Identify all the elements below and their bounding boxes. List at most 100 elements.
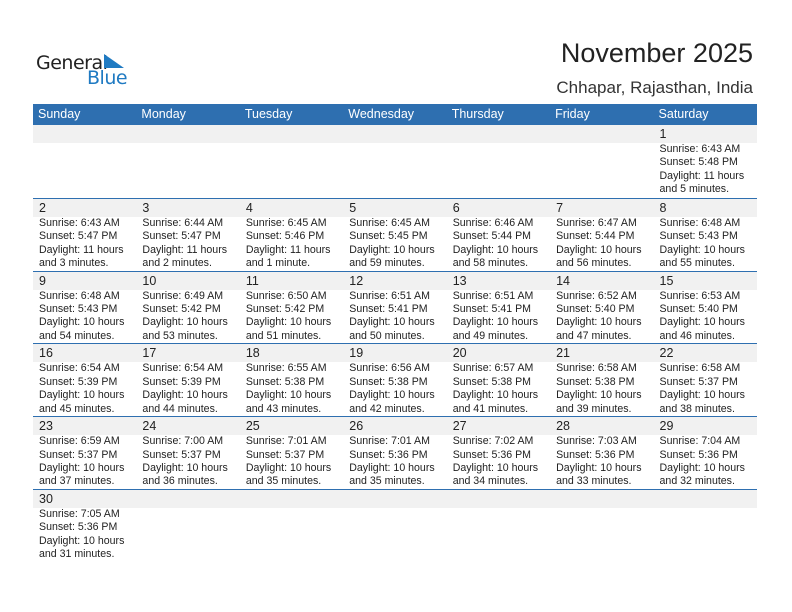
day-number-band (33, 417, 757, 436)
sunset-text: Sunset: 5:43 PM (39, 303, 118, 315)
sunrise-text: Sunrise: 6:43 AM (39, 216, 120, 229)
day-number: 10 (142, 273, 157, 288)
sunrise-text: Sunrise: 6:43 AM (659, 143, 741, 155)
day-number: 4 (245, 200, 253, 215)
week-row: 2 Sunrise: 6:43 AM Sunset: 5:47 PM Daylight… (33, 197, 757, 271)
sunset-text: Sunset: 5:48 PM (659, 156, 738, 169)
daylight-text: Daylight: 10 hours (39, 462, 125, 474)
day-number: 11 (245, 273, 259, 288)
daylight-text: Daylight: 10 hours (659, 389, 745, 402)
day-number-band (33, 344, 757, 363)
sunset-text: Sunset: 5:46 PM (245, 230, 325, 243)
daylight-text: Daylight: 10 hours (142, 462, 228, 474)
day-cell: 12 Sunrise: 6:51 AM Sunset: 5:41 PM Dayligh… (343, 272, 446, 344)
day-cell: 30 Sunrise: 7:05 AM Sunset: 5:36 PM Dayligh… (33, 490, 136, 562)
daylight-text: Daylight: 10 hours (39, 389, 125, 402)
day-number: 16 (39, 346, 53, 361)
daylight-text: Daylight: 10 hours (142, 389, 228, 402)
daylight-minutes-text: and 55 minutes. (659, 257, 735, 270)
empty-cell (136, 490, 239, 562)
sunrise-text: Sunrise: 6:45 AM (349, 216, 430, 229)
day-cell: 28 Sunrise: 7:03 AM Sunset: 5:36 PM Dayligh… (550, 417, 653, 489)
daylight-text: Daylight: 10 hours (245, 462, 332, 474)
day-number: 24 (142, 419, 157, 434)
daylight-text: Daylight: 10 hours (39, 316, 125, 329)
daylight-minutes-text: and 3 minutes. (39, 257, 109, 270)
empty-cell (550, 490, 653, 562)
daylight-text: Daylight: 10 hours (349, 316, 435, 329)
sunrise-text: Sunrise: 6:56 AM (349, 362, 430, 375)
sunset-text: Sunset: 5:44 PM (556, 230, 635, 243)
daylight-minutes-text: and 1 minute. (245, 257, 311, 270)
sunset-text: Sunset: 5:47 PM (39, 230, 118, 243)
daylight-minutes-text: and 34 minutes. (452, 475, 529, 488)
week-row: 30 Sunrise: 7:05 AM Sunset: 5:36 PM Dayligh… (33, 488, 757, 562)
logo-text-blue: Blue (87, 67, 128, 89)
sunset-text: Sunset: 5:36 PM (39, 521, 118, 534)
daylight-text: Daylight: 10 hours (452, 389, 539, 402)
day-number: 9 (39, 273, 46, 288)
day-number: 3 (142, 200, 150, 215)
day-cell: 18 Sunrise: 6:55 AM Sunset: 5:38 PM Dayligh… (240, 344, 343, 416)
daylight-minutes-text: and 54 minutes. (39, 329, 115, 342)
sunset-text: Sunset: 5:36 PM (556, 448, 635, 461)
day-number: 22 (659, 346, 674, 361)
empty-cell (136, 125, 239, 198)
sunset-text: Sunset: 5:43 PM (659, 230, 738, 243)
day-number: 30 (39, 491, 53, 506)
sunrise-text: Sunrise: 6:49 AM (142, 289, 224, 302)
sunrise-text: Sunrise: 6:50 AM (245, 289, 327, 302)
empty-cell (550, 125, 653, 198)
location-subtitle: Chhapar, Rajasthan, India (556, 78, 753, 97)
day-cell: 29 Sunrise: 7:04 AM Sunset: 5:36 PM Dayligh… (654, 417, 757, 489)
daylight-text: Daylight: 10 hours (452, 316, 539, 329)
logo-text-general: General (36, 52, 108, 74)
sunrise-text: Sunrise: 6:53 AM (659, 289, 741, 302)
day-number: 18 (245, 346, 260, 361)
day-cell: 19 Sunrise: 6:56 AM Sunset: 5:38 PM Dayligh… (343, 344, 446, 416)
day-number: 14 (556, 273, 571, 288)
day-cell: 27 Sunrise: 7:02 AM Sunset: 5:36 PM Dayligh… (447, 417, 550, 489)
empty-cell (33, 125, 136, 198)
day-number: 5 (349, 200, 357, 215)
day-number: 19 (349, 346, 364, 361)
sunrise-text: Sunrise: 6:44 AM (142, 216, 224, 229)
day-number: 17 (142, 346, 157, 361)
sunset-text: Sunset: 5:40 PM (556, 303, 635, 315)
daylight-minutes-text: and 32 minutes. (659, 475, 735, 488)
daylight-minutes-text: and 35 minutes. (349, 475, 425, 488)
empty-cell (240, 125, 343, 198)
empty-cell (240, 490, 343, 562)
daylight-text: Daylight: 10 hours (659, 243, 745, 256)
week-row: 9 Sunrise: 6:48 AM Sunset: 5:43 PM Daylight… (33, 270, 757, 344)
sunset-text: Sunset: 5:38 PM (556, 375, 635, 388)
day-number: 29 (659, 419, 674, 434)
logo-triangle-icon (104, 54, 124, 68)
day-cell: 16 Sunrise: 6:54 AM Sunset: 5:39 PM Dayligh… (33, 344, 136, 416)
day-cell: 23 Sunrise: 6:59 AM Sunset: 5:37 PM Dayligh… (33, 417, 136, 489)
day-number: 25 (245, 419, 260, 434)
weekday-thursday: Thursday (451, 107, 504, 121)
day-number-band (33, 489, 757, 508)
sunrise-text: Sunrise: 7:01 AM (245, 435, 327, 448)
day-cell: 10 Sunrise: 6:49 AM Sunset: 5:42 PM Dayligh… (136, 272, 239, 344)
sunrise-text: Sunrise: 6:58 AM (556, 362, 637, 375)
sunset-text: Sunset: 5:38 PM (349, 375, 428, 388)
daylight-minutes-text: and 38 minutes. (659, 402, 735, 415)
daylight-text: Daylight: 11 hours (39, 243, 124, 256)
daylight-minutes-text: and 39 minutes. (556, 402, 632, 415)
day-cell: 20 Sunrise: 6:57 AM Sunset: 5:38 PM Dayligh… (447, 344, 550, 416)
sunset-text: Sunset: 5:36 PM (349, 448, 428, 461)
daylight-text: Daylight: 10 hours (452, 243, 539, 256)
day-cell: 13 Sunrise: 6:51 AM Sunset: 5:41 PM Dayligh… (447, 272, 550, 344)
day-number: 1 (659, 127, 667, 141)
empty-cell (447, 125, 550, 198)
sunset-text: Sunset: 5:36 PM (659, 448, 738, 461)
day-cell: 3 Sunrise: 6:44 AM Sunset: 5:47 PM Daylight… (136, 199, 239, 271)
weekday-wednesday: Wednesday (348, 107, 415, 121)
daylight-minutes-text: and 43 minutes. (245, 402, 322, 415)
day-cell: 25 Sunrise: 7:01 AM Sunset: 5:37 PM Dayligh… (240, 417, 343, 489)
sunset-text: Sunset: 5:39 PM (142, 375, 221, 388)
day-cell: 4 Sunrise: 6:45 AM Sunset: 5:46 PM Daylight… (240, 199, 343, 271)
